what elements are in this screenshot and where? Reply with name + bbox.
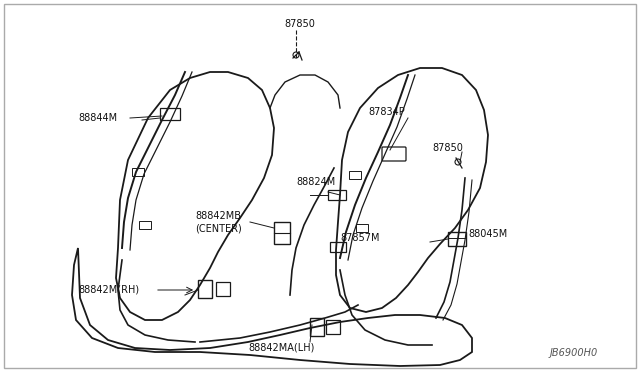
Text: 87850: 87850 <box>285 19 316 29</box>
Bar <box>356 224 368 232</box>
Bar <box>139 221 151 229</box>
Text: 87834P: 87834P <box>368 107 404 117</box>
Text: 88842MA(LH): 88842MA(LH) <box>248 343 314 353</box>
Bar <box>349 171 361 179</box>
Bar <box>132 168 144 176</box>
Bar <box>274 222 290 244</box>
Bar <box>330 242 346 252</box>
Bar <box>326 320 340 334</box>
Bar <box>198 280 212 298</box>
Text: 88045M: 88045M <box>468 229 508 239</box>
Bar <box>328 190 346 200</box>
Text: 88842M(RH): 88842M(RH) <box>78 285 139 295</box>
Text: 88842MB: 88842MB <box>195 211 241 221</box>
Bar <box>216 282 230 296</box>
Text: 88844M: 88844M <box>78 113 117 123</box>
Bar <box>448 232 466 246</box>
Bar <box>310 318 324 336</box>
Text: 87850: 87850 <box>432 143 463 153</box>
Text: 88824M: 88824M <box>296 177 335 187</box>
Bar <box>160 108 180 120</box>
Text: JB6900H0: JB6900H0 <box>550 348 598 358</box>
Text: (CENTER): (CENTER) <box>195 223 242 233</box>
Text: 87857M: 87857M <box>340 233 380 243</box>
